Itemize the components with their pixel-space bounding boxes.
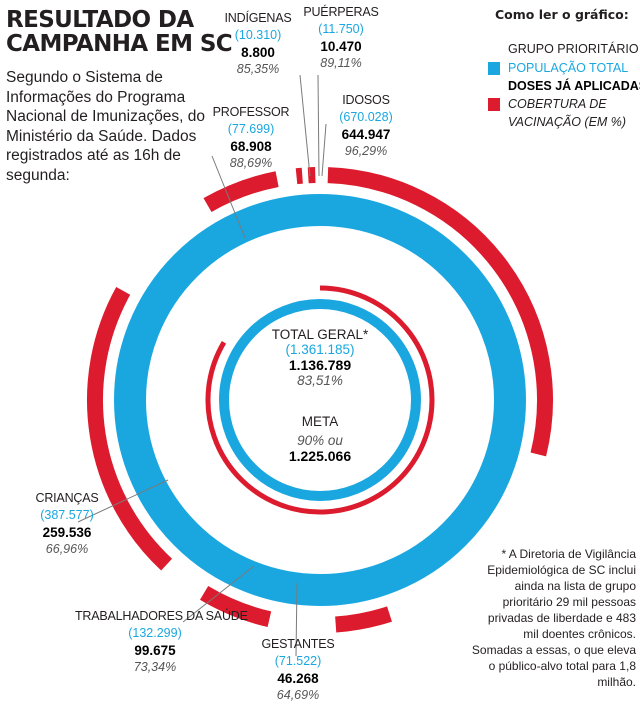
legend-red-swatch: [488, 98, 500, 111]
legend-population-label: POPULAÇÃO TOTAL: [508, 61, 628, 75]
legend-coverage-label-2: VACINAÇÃO (EM %): [508, 115, 626, 129]
coverage-arc-gestantes: [336, 614, 390, 625]
label-gestantes: GESTANTES (71.522) 46.268 64,69%: [243, 636, 353, 704]
legend-blue-swatch: [488, 62, 500, 75]
meta-coverage-arc: [208, 288, 432, 512]
legend-group-label: GRUPO PRIORITÁRIO: [508, 42, 639, 56]
legend-coverage-label-1: COBERTURA DE: [508, 97, 607, 111]
label-idosos: IDOSOS (670.028) 644.947 96,29%: [311, 92, 421, 160]
population-ring: [130, 210, 510, 590]
intro-text: Segundo o Sistema de Informações do Prog…: [6, 68, 216, 185]
footnote: * A Diretoria de Vigilância Epidemiológi…: [470, 546, 636, 690]
label-puerperas: PUÉRPERAS (11.750) 10.470 89,11%: [286, 4, 396, 72]
meta-block: META 90% ou 1.225.066: [250, 414, 390, 464]
label-criancas: CRIANÇAS (387.577) 259.536 66,96%: [12, 490, 122, 558]
label-professor: PROFESSOR (77.699) 68.908 88,69%: [196, 104, 306, 172]
total-geral: TOTAL GERAL* (1.361.185) 1.136.789 83,51…: [250, 327, 390, 388]
legend-doses-label: DOSES JÁ APLICADAS: [508, 79, 640, 93]
coverage-arc-indigenas: [297, 176, 303, 177]
label-trabalhadores: TRABALHADORES DA SAÚDE (132.299) 99.675 …: [75, 608, 235, 676]
legend-heading: Como ler o gráfico:: [495, 7, 629, 22]
